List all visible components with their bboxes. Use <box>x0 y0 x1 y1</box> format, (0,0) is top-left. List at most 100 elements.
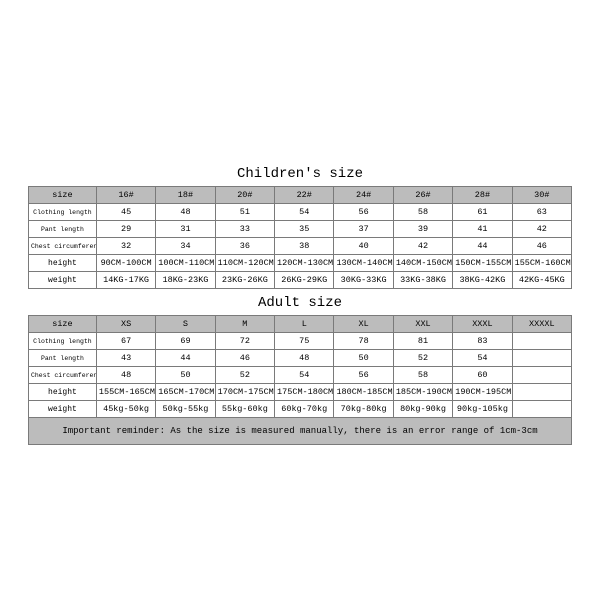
cell: 48 <box>96 367 155 384</box>
cell: 42 <box>512 221 571 238</box>
row-label: Pant length <box>29 350 97 367</box>
adult-table: size XS S M L XL XXL XXXL XXXXL Clothing… <box>28 315 572 418</box>
cell: 155CM-160CM <box>512 255 571 272</box>
cell: 48 <box>275 350 334 367</box>
col-h: XL <box>334 316 393 333</box>
cell: 38KG-42KG <box>453 272 512 289</box>
children-header-row: size 16# 18# 20# 22# 24# 26# 28# 30# <box>29 187 572 204</box>
cell: 54 <box>275 367 334 384</box>
cell: 75 <box>275 333 334 350</box>
col-h: 18# <box>156 187 215 204</box>
col-h: 20# <box>215 187 274 204</box>
cell: 55kg-60kg <box>215 401 274 418</box>
col-h: 30# <box>512 187 571 204</box>
cell <box>512 401 571 418</box>
cell: 38 <box>275 238 334 255</box>
cell: 54 <box>453 350 512 367</box>
cell: 58 <box>393 367 452 384</box>
cell: 155CM-165CM <box>96 384 155 401</box>
col-h: 26# <box>393 187 452 204</box>
cell: 26KG-29KG <box>275 272 334 289</box>
cell: 48 <box>156 204 215 221</box>
col-h: XXXL <box>453 316 512 333</box>
cell: 54 <box>275 204 334 221</box>
cell: 46 <box>215 350 274 367</box>
adult-title: Adult size <box>28 289 572 315</box>
row-label: height <box>29 384 97 401</box>
cell: 44 <box>156 350 215 367</box>
table-row: Pant length 29 31 33 35 37 39 41 42 <box>29 221 572 238</box>
table-row: weight 45kg-50kg 50kg-55kg 55kg-60kg 60k… <box>29 401 572 418</box>
cell <box>512 350 571 367</box>
row-label: weight <box>29 401 97 418</box>
cell: 37 <box>334 221 393 238</box>
cell <box>512 333 571 350</box>
cell: 81 <box>393 333 452 350</box>
cell: 175CM-180CM <box>275 384 334 401</box>
table-row: Clothing length 67 69 72 75 78 81 83 <box>29 333 572 350</box>
cell: 46 <box>512 238 571 255</box>
cell: 80kg-90kg <box>393 401 452 418</box>
cell: 14KG-17KG <box>96 272 155 289</box>
row-label: Chest circumference 1/2 <box>29 367 97 384</box>
table-row: Clothing length 45 48 51 54 56 58 61 63 <box>29 204 572 221</box>
cell <box>512 384 571 401</box>
cell: 36 <box>215 238 274 255</box>
cell: 52 <box>215 367 274 384</box>
cell: 43 <box>96 350 155 367</box>
cell: 165CM-170CM <box>156 384 215 401</box>
cell: 100CM-110CM <box>156 255 215 272</box>
cell: 90kg-105kg <box>453 401 512 418</box>
cell: 44 <box>453 238 512 255</box>
cell: 60 <box>453 367 512 384</box>
children-title: Children's size <box>28 160 572 186</box>
cell: 35 <box>275 221 334 238</box>
cell: 56 <box>334 367 393 384</box>
table-row: height 155CM-165CM 165CM-170CM 170CM-175… <box>29 384 572 401</box>
col-h: 16# <box>96 187 155 204</box>
cell: 33KG-38KG <box>393 272 452 289</box>
cell: 23KG-26KG <box>215 272 274 289</box>
col-h: XXXXL <box>512 316 571 333</box>
row-label: Chest circumference 1/2 <box>29 238 97 255</box>
cell: 58 <box>393 204 452 221</box>
row-label: height <box>29 255 97 272</box>
col-h: S <box>156 316 215 333</box>
table-row: weight 14KG-17KG 18KG-23KG 23KG-26KG 26K… <box>29 272 572 289</box>
cell: 170CM-175CM <box>215 384 274 401</box>
cell: 50 <box>334 350 393 367</box>
cell: 30KG-33KG <box>334 272 393 289</box>
row-label: Clothing length <box>29 204 97 221</box>
cell: 110CM-120CM <box>215 255 274 272</box>
cell: 61 <box>453 204 512 221</box>
table-row: Chest circumference 1/2 48 50 52 54 56 5… <box>29 367 572 384</box>
cell: 180CM-185CM <box>334 384 393 401</box>
cell: 120CM-130CM <box>275 255 334 272</box>
cell: 18KG-23KG <box>156 272 215 289</box>
cell: 51 <box>215 204 274 221</box>
table-row: Chest circumference 1/2 32 34 36 38 40 4… <box>29 238 572 255</box>
col-h: 22# <box>275 187 334 204</box>
cell: 90CM-100CM <box>96 255 155 272</box>
row-label: Clothing length <box>29 333 97 350</box>
col-h: 28# <box>453 187 512 204</box>
cell: 185CM-190CM <box>393 384 452 401</box>
col-h: size <box>29 187 97 204</box>
cell: 50 <box>156 367 215 384</box>
cell: 67 <box>96 333 155 350</box>
cell: 45 <box>96 204 155 221</box>
cell: 72 <box>215 333 274 350</box>
cell: 40 <box>334 238 393 255</box>
cell: 70kg-80kg <box>334 401 393 418</box>
col-h: 24# <box>334 187 393 204</box>
cell: 32 <box>96 238 155 255</box>
adult-header-row: size XS S M L XL XXL XXXL XXXXL <box>29 316 572 333</box>
col-h: XXL <box>393 316 452 333</box>
cell: 41 <box>453 221 512 238</box>
cell: 190CM-195CM <box>453 384 512 401</box>
row-label: weight <box>29 272 97 289</box>
cell: 42 <box>393 238 452 255</box>
cell: 83 <box>453 333 512 350</box>
cell: 39 <box>393 221 452 238</box>
col-h: L <box>275 316 334 333</box>
